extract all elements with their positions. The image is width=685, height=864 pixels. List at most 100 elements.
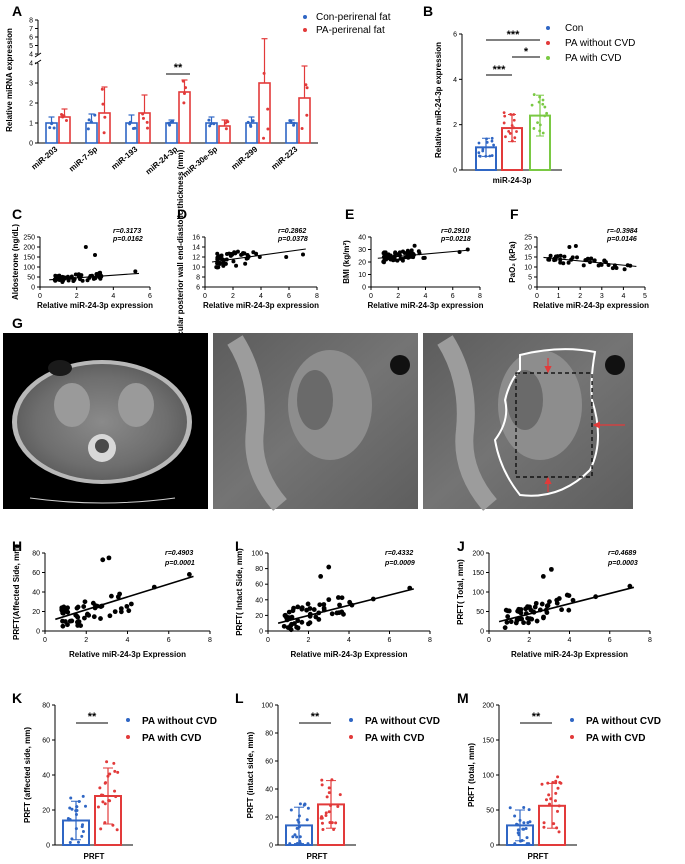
data-point <box>208 124 212 128</box>
x-tick-label: 8 <box>428 637 432 644</box>
data-point <box>538 95 542 99</box>
y-tick-label: 12 <box>192 255 200 262</box>
data-point <box>339 595 345 601</box>
panel-label-l: L <box>235 690 244 706</box>
data-point <box>133 269 138 274</box>
panel-label-c: C <box>12 206 23 222</box>
bar <box>165 122 178 144</box>
x-axis-title: Relative miR-24-3p Expression <box>291 650 408 659</box>
data-point <box>305 818 309 822</box>
data-point <box>75 808 79 812</box>
data-point <box>332 828 336 832</box>
data-point <box>307 606 313 611</box>
ct-annot-kidney-1 <box>437 335 497 511</box>
legend-marker <box>303 28 307 32</box>
ct-kidney-left <box>118 383 154 427</box>
y-tick-label: 40 <box>265 787 273 794</box>
stat-label: r=0.3173 <box>113 228 141 235</box>
data-point <box>305 113 309 117</box>
data-point <box>60 623 66 629</box>
data-point <box>555 254 560 259</box>
data-point <box>64 118 68 122</box>
data-point <box>118 606 124 612</box>
data-point <box>478 154 481 158</box>
y-tick-label: 20 <box>255 613 263 620</box>
data-point <box>541 98 545 102</box>
data-point <box>305 86 309 90</box>
y-axis-title: PRFT (total, mm) <box>467 743 476 807</box>
data-point <box>98 786 102 790</box>
x-tick-label: 0 <box>535 293 539 300</box>
x-tick-label: 6 <box>388 637 392 644</box>
data-point <box>299 842 303 846</box>
data-point <box>515 822 519 826</box>
data-point <box>209 122 213 126</box>
data-point <box>86 127 90 131</box>
data-point <box>59 605 65 611</box>
y-tick-label: 100 <box>472 590 484 597</box>
data-point <box>320 778 324 782</box>
y-tick-label: 40 <box>358 235 366 242</box>
data-point <box>292 621 297 626</box>
bar <box>45 122 58 144</box>
data-point <box>490 136 494 140</box>
data-point <box>339 609 345 615</box>
y-axis-title: PRFT (affected side, mm) <box>23 727 32 823</box>
legend-marker <box>349 735 353 739</box>
data-point <box>101 800 105 804</box>
data-point <box>540 574 546 579</box>
data-point <box>532 93 536 96</box>
data-point <box>504 619 510 625</box>
data-point <box>402 251 407 256</box>
chart-i: 0 20 40 60 80 100 0 2 4 6 8 Relative miR-24-3p Expr… <box>235 548 432 659</box>
chart-m: 0 50 100 150 200 PRFT PRFT (total, mm) ** PA wit… <box>467 703 661 862</box>
y-tick-label: 2 <box>29 101 33 108</box>
data-point <box>325 795 329 799</box>
bar <box>178 91 191 144</box>
data-point <box>547 793 551 797</box>
data-point <box>75 614 81 620</box>
data-point <box>540 782 544 786</box>
data-point <box>84 804 88 808</box>
data-point <box>124 603 130 609</box>
data-point <box>513 620 519 626</box>
data-point <box>412 243 417 248</box>
legend-label: PA with CVD <box>365 733 424 744</box>
data-point <box>527 842 531 846</box>
data-point <box>547 599 552 605</box>
x-tick-label: 5 <box>643 293 647 300</box>
data-point <box>321 602 327 607</box>
data-point <box>522 805 526 809</box>
data-point <box>553 799 557 803</box>
data-point <box>298 835 302 839</box>
y-axis-title: PRFT (intact side, mm) <box>246 731 255 818</box>
data-point <box>305 601 311 607</box>
data-point <box>484 154 488 158</box>
x-tick-label: miR-299 <box>230 144 260 171</box>
data-point <box>81 829 85 833</box>
panel-label-g: G <box>12 315 23 331</box>
data-point <box>78 623 84 628</box>
data-point <box>524 827 528 831</box>
data-point <box>529 616 535 622</box>
y-tick-label: 5 <box>528 275 532 282</box>
data-point <box>63 619 68 624</box>
y-tick-label: 0 <box>362 285 366 292</box>
data-point <box>538 129 542 133</box>
regression-line <box>211 248 306 263</box>
stat-label: p=0.0162 <box>112 236 143 243</box>
bar <box>285 122 298 144</box>
data-point <box>555 809 559 813</box>
y-tick-label: 4 <box>29 52 33 59</box>
ct-zoom-gas <box>390 355 410 375</box>
data-point <box>393 250 398 255</box>
chart-k: 0 20 40 60 80 PRFT PRFT (affected side, mm) ** P… <box>23 703 217 862</box>
data-point <box>114 795 118 799</box>
x-tick-label: miR-193 <box>110 144 140 171</box>
legend-label: PA without CVD <box>565 38 635 49</box>
data-point <box>289 808 293 812</box>
data-point <box>321 828 325 832</box>
data-point <box>285 625 291 631</box>
data-point <box>102 131 106 135</box>
